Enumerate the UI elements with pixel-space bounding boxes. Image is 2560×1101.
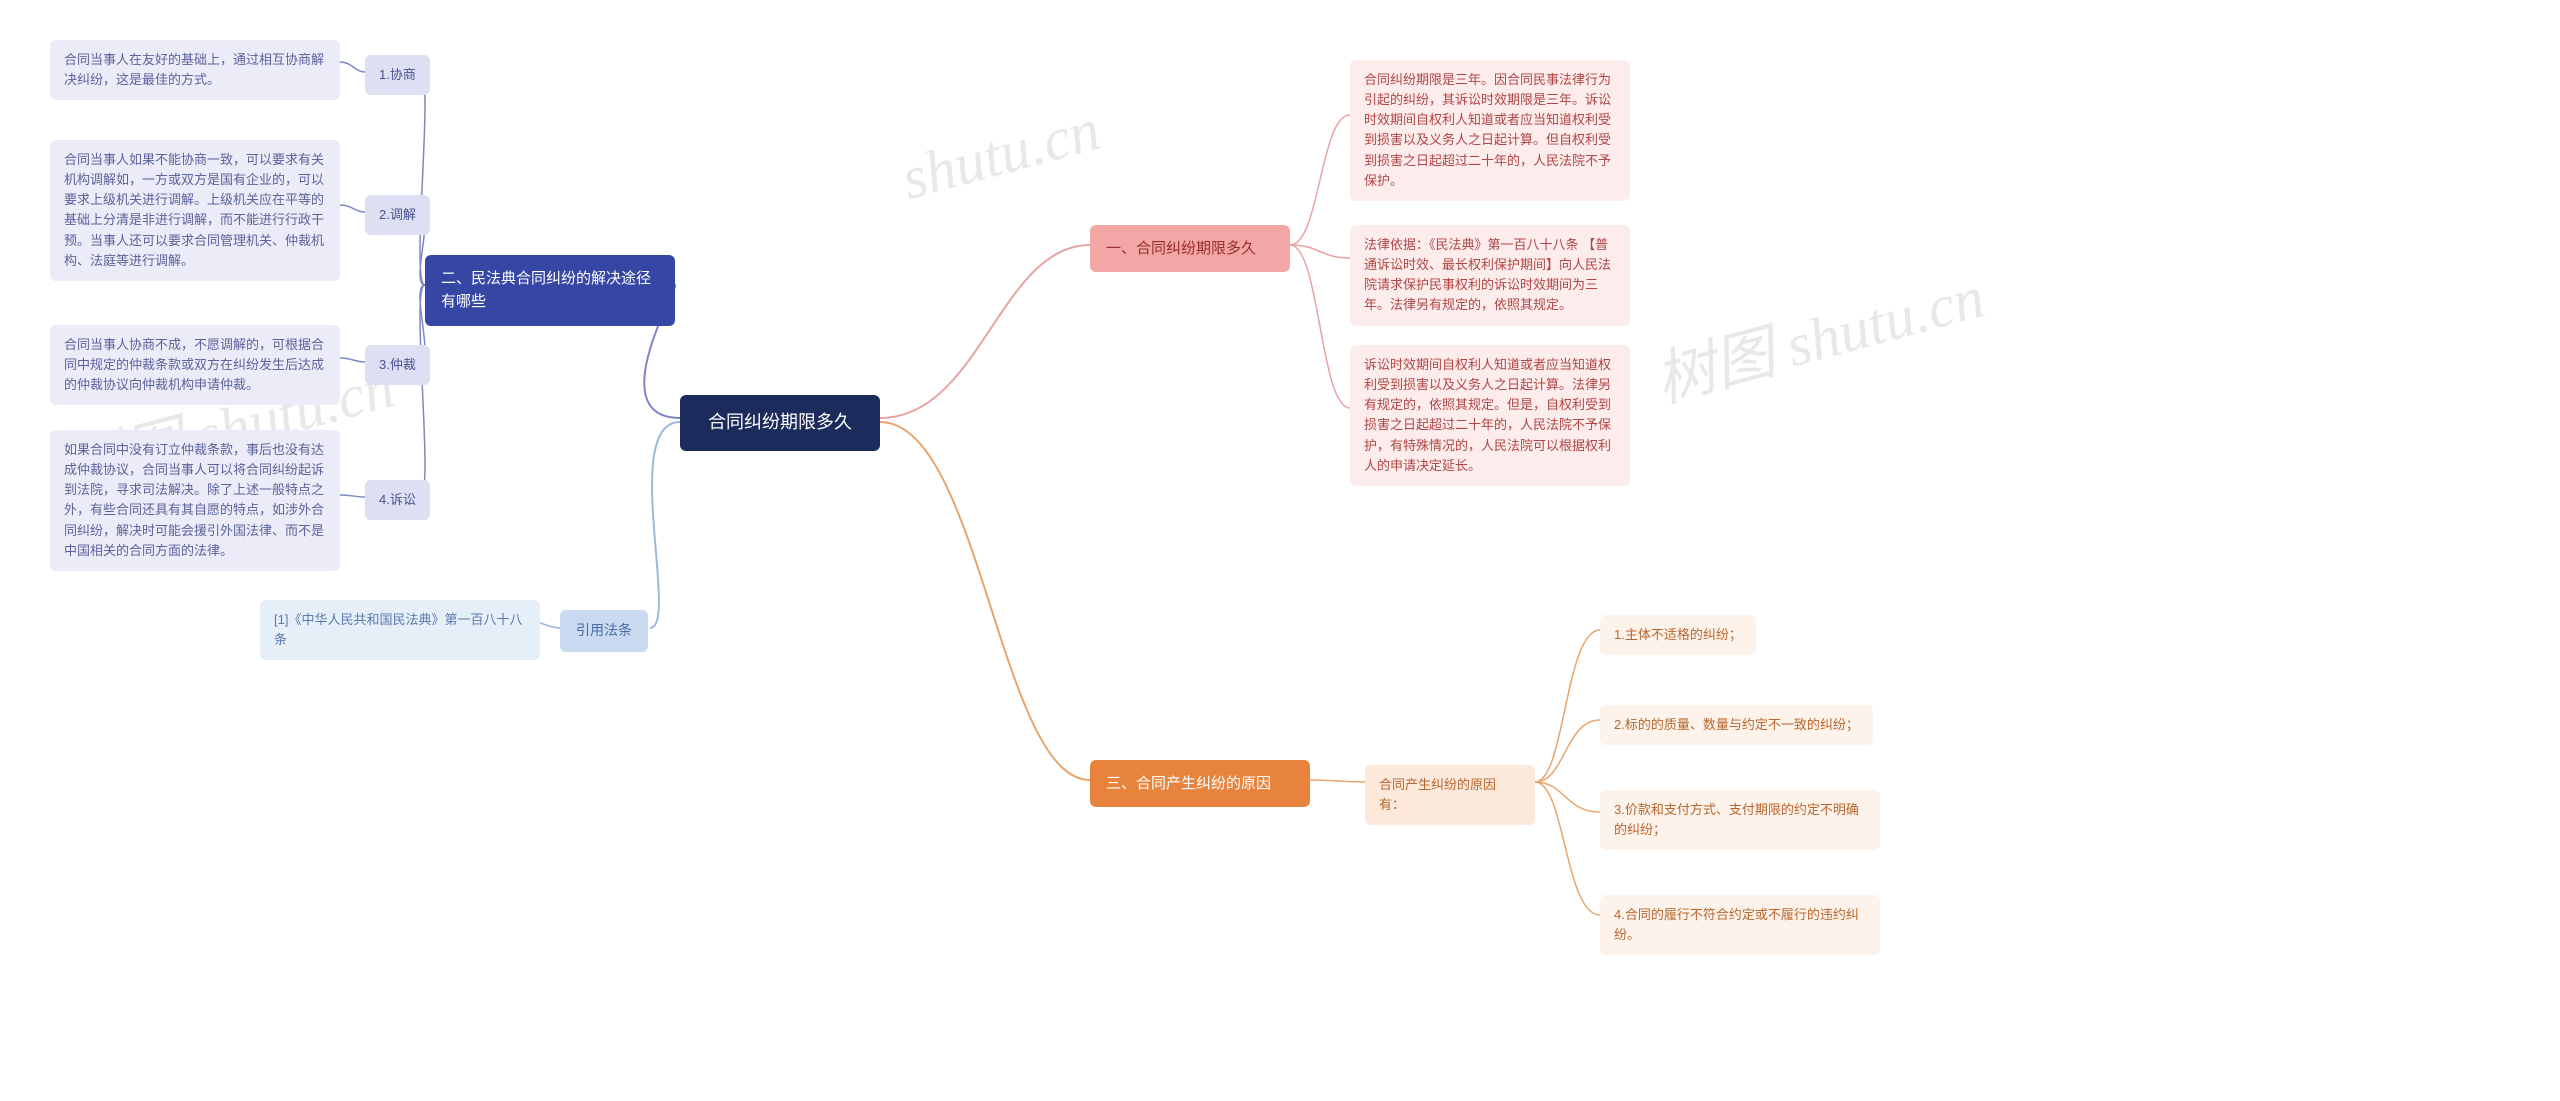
section1-leaf-0: 合同纠纷期限是三年。因合同民事法律行为引起的纠纷，其诉讼时效期限是三年。诉讼时效… — [1350, 60, 1630, 201]
section2-mid-1: 2.调解 — [365, 195, 430, 235]
section3-node[interactable]: 三、合同产生纠纷的原因 — [1090, 760, 1310, 807]
section1-node[interactable]: 一、合同纠纷期限多久 — [1090, 225, 1290, 272]
section3-mid: 合同产生纠纷的原因有： — [1365, 765, 1535, 825]
root-node[interactable]: 合同纠纷期限多久 — [680, 395, 880, 451]
section1-leaf-1: 法律依据：《民法典》第一百八十八条 【普通诉讼时效、最长权利保护期间】向人民法院… — [1350, 225, 1630, 326]
section1-leaf-2: 诉讼时效期间自权利人知道或者应当知道权利受到损害以及义务人之日起计算。法律另有规… — [1350, 345, 1630, 486]
watermark: shutu.cn — [895, 95, 1108, 214]
section3-leaf-0: 1.主体不适格的纠纷； — [1600, 615, 1756, 655]
section2-mid-2: 3.仲裁 — [365, 345, 430, 385]
section2-mid-0: 1.协商 — [365, 55, 430, 95]
section2-node[interactable]: 二、民法典合同纠纷的解决途径有哪些 — [425, 255, 675, 326]
section2-mid-3: 4.诉讼 — [365, 480, 430, 520]
ref-leaf: [1]《中华人民共和国民法典》第一百八十八条 — [260, 600, 540, 660]
section3-leaf-1: 2.标的的质量、数量与约定不一致的纠纷； — [1600, 705, 1873, 745]
section2-leaf-1: 合同当事人如果不能协商一致，可以要求有关机构调解如，一方或双方是国有企业的，可以… — [50, 140, 340, 281]
section3-leaf-3: 4.合同的履行不符合约定或不履行的违约纠纷。 — [1600, 895, 1880, 955]
watermark: 树图 shutu.cn — [1644, 248, 1992, 419]
ref-node[interactable]: 引用法条 — [560, 610, 648, 652]
connectors-svg — [0, 0, 2560, 1101]
section2-leaf-0: 合同当事人在友好的基础上，通过相互协商解决纠纷，这是最佳的方式。 — [50, 40, 340, 100]
section2-leaf-2: 合同当事人协商不成，不愿调解的，可根据合同中规定的仲裁条款或双方在纠纷发生后达成… — [50, 325, 340, 405]
section2-leaf-3: 如果合同中没有订立仲裁条款，事后也没有达成仲裁协议，合同当事人可以将合同纠纷起诉… — [50, 430, 340, 571]
section3-leaf-2: 3.价款和支付方式、支付期限的约定不明确的纠纷； — [1600, 790, 1880, 850]
